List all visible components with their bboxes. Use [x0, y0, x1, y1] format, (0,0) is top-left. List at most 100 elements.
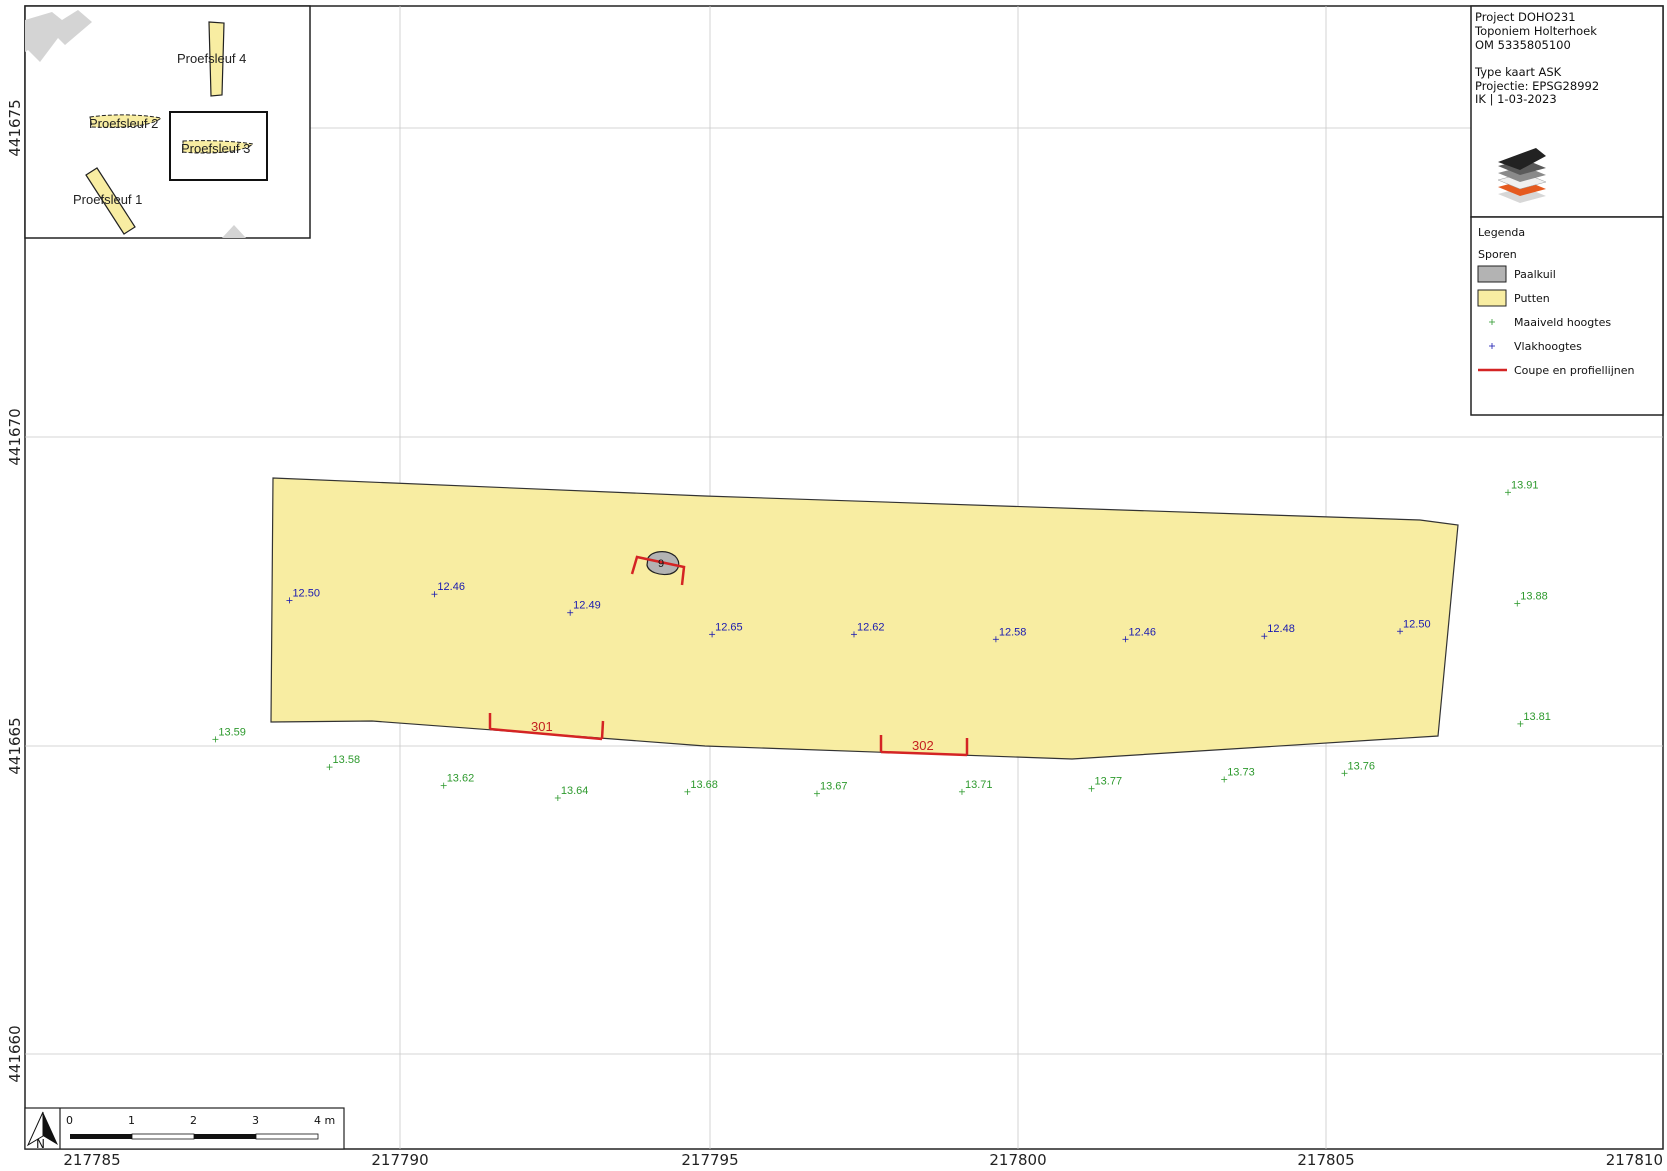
maaiveldhoogte-point: 13.67	[813, 781, 848, 797]
north-label: N	[36, 1137, 45, 1151]
scale-tick-label: 2	[190, 1114, 197, 1127]
maaiveldhoogte-point: 13.73	[1221, 766, 1255, 783]
scale-frame	[24, 1107, 345, 1150]
maaiveldhoogte-label: 13.73	[1227, 766, 1255, 778]
vlakhoogte-point: 12.46	[431, 581, 465, 598]
paalkuil-coupe	[630, 555, 686, 586]
legend-label: Coupe en profiellijnen	[1514, 364, 1635, 377]
maaiveldhoogte-label: 13.62	[447, 773, 475, 785]
profile-301-label: 301	[531, 719, 553, 734]
maaiveldhoogte-point: 13.62	[440, 773, 475, 789]
maaiveldhoogte-point: 13.58	[326, 754, 361, 771]
vlakhoogte-label: 12.46	[437, 581, 465, 593]
profile-302-label: 302	[912, 738, 934, 753]
vlakhoogte-label: 12.62	[857, 621, 885, 633]
vlakhoogte-point: 12.50	[1397, 618, 1431, 635]
vlakhoogte-label: 12.48	[1267, 623, 1295, 635]
maaiveldhoogtes-layer: 13.91 13.88 13.81 13.59 13.58 13.62 13.64 13.68…	[212, 479, 1551, 801]
profile-302-line	[880, 750, 968, 757]
maaiveldhoogte-point: 13.81	[1517, 711, 1551, 727]
legend-group: Sporen	[1478, 248, 1517, 261]
trench-putten	[270, 477, 1459, 760]
company-logo	[1497, 148, 1547, 203]
vlakhoogte-label: 12.58	[999, 626, 1027, 638]
vlakhoogte-point: 12.48	[1261, 623, 1295, 640]
x-tick-label: 217810	[1606, 1151, 1663, 1169]
legend-title: Legenda	[1478, 226, 1525, 239]
scale-segment	[255, 1133, 319, 1140]
project-info-box: Project DOHO231 Toponiem Holterhoek OM 5…	[1470, 5, 1664, 218]
maaiveldhoogte-label: 13.81	[1523, 711, 1551, 723]
inset-label-trench-3: Proefsleuf 3	[181, 141, 250, 156]
y-tick-label: 441670	[6, 408, 24, 465]
inset-trench-2	[89, 114, 163, 128]
info-line: Toponiem Holterhoek	[1474, 24, 1597, 38]
maaiveldhoogte-point: 13.76	[1341, 760, 1375, 777]
maaiveldhoogte-label: 13.59	[218, 726, 246, 738]
inset-building-shape	[222, 225, 246, 238]
inset-trench-4	[208, 21, 225, 97]
profile-301-tick-right	[600, 720, 605, 740]
inset-map: Proefsleuf 4 Proefsleuf 2 Proefsleuf 3 P…	[24, 5, 311, 239]
maaiveldhoogte-point: 13.71	[958, 779, 993, 795]
maaiveldhoogte-point: 13.88	[1514, 590, 1548, 607]
paalkuil-label: 9	[658, 558, 664, 570]
maaiveldhoogte-label: 13.67	[820, 781, 848, 793]
inset-label-trench-2: Proefsleuf 2	[89, 116, 158, 131]
x-tick-label: 217785	[63, 1151, 120, 1169]
x-tick-label: 217805	[1297, 1151, 1354, 1169]
info-line: Type kaart ASK	[1474, 65, 1562, 79]
vlakhoogte-point: 12.65	[709, 621, 743, 638]
vlakhoogte-point: 12.49	[567, 600, 601, 616]
info-line: Projectie: EPSG28992	[1475, 79, 1599, 93]
legend-frame	[1470, 216, 1664, 416]
north-arrow-right	[43, 1112, 58, 1145]
inset-current-extent	[169, 111, 268, 181]
legend-box: Legenda Sporen Paalkuil Putten Maaiveld …	[1470, 216, 1664, 416]
legend-label: Maaiveld hoogtes	[1514, 316, 1611, 329]
legend-swatch-putten	[1477, 289, 1507, 307]
vlakhoogte-label: 12.49	[573, 600, 601, 612]
legend-swatch-paalkuil	[1477, 265, 1507, 283]
x-axis: 217785 217790 217795 217800 217805 21781…	[63, 1151, 1663, 1169]
scale-tick-label: 4 m	[314, 1114, 335, 1127]
maaiveldhoogte-point: 13.59	[212, 726, 246, 743]
vlakhoogte-label: 12.50	[292, 587, 320, 599]
inset-trench-3	[182, 140, 255, 154]
maaiveldhoogte-label: 13.77	[1095, 776, 1123, 788]
vlakhoogtes-layer: 12.50 12.46 12.49 12.65 12.62 12.58 12.46 12.48…	[286, 581, 1431, 643]
profile-301-line	[489, 727, 603, 741]
inset-frame	[24, 5, 311, 239]
x-tick-label: 217790	[371, 1151, 428, 1169]
maaiveldhoogte-label: 13.58	[333, 754, 361, 766]
inset-label-trench-4: Proefsleuf 4	[177, 51, 246, 66]
vlakhoogte-point: 12.62	[850, 621, 885, 638]
scale-segment	[70, 1134, 132, 1139]
legend-label: Vlakhoogtes	[1514, 340, 1582, 353]
vlakhoogte-label: 12.46	[1128, 626, 1156, 638]
info-line: IK | 1-03-2023	[1475, 92, 1557, 106]
maaiveldhoogte-point: 13.68	[684, 779, 718, 795]
maaiveldhoogte-label: 13.71	[965, 779, 993, 791]
profile-302	[879, 735, 969, 757]
scale-tick-label: 3	[252, 1114, 259, 1127]
scale-box: N 0 1 2 3 4 m	[24, 1107, 345, 1151]
vlakhoogte-point: 12.50	[286, 587, 320, 604]
scale-tick-label: 1	[128, 1114, 135, 1127]
vlakhoogte-label: 12.65	[715, 621, 743, 633]
logo-layer	[1498, 148, 1546, 170]
scale-tick-label: 0	[66, 1114, 73, 1127]
maaiveldhoogte-point: 13.77	[1088, 776, 1123, 792]
legend-label: Paalkuil	[1514, 268, 1556, 281]
paalkuil-9: 9	[630, 551, 686, 586]
vlakhoogte-point: 12.58	[992, 626, 1027, 643]
vlakhoogte-label: 12.50	[1403, 618, 1431, 630]
maaiveldhoogte-label: 13.64	[561, 785, 589, 797]
info-line: Project DOHO231	[1475, 10, 1576, 24]
maaiveldhoogte-label: 13.88	[1520, 590, 1548, 602]
maaiveldhoogte-label: 13.91	[1511, 479, 1539, 491]
inset-trench-1	[85, 167, 136, 235]
y-tick-label: 441660	[6, 1025, 24, 1082]
maaiveldhoogte-point: 13.64	[554, 785, 589, 801]
